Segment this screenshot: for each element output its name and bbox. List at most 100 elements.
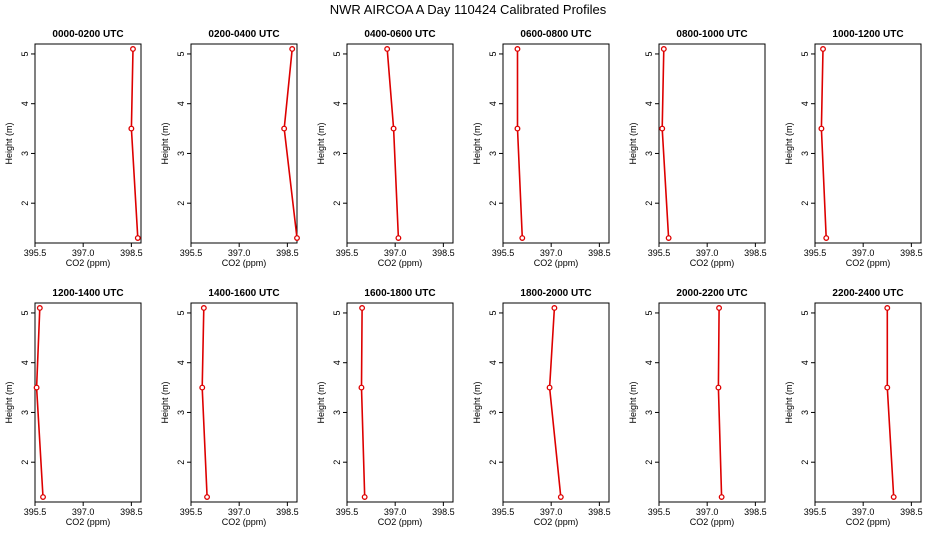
x-axis-label: CO2 (ppm) xyxy=(846,258,891,268)
x-tick-label: 397.0 xyxy=(852,248,875,258)
panel-6: 1000-1200 UTC 395.5 397.0 398.5 2 3 4 5 CO2 (ppm… xyxy=(784,29,923,268)
profile-line xyxy=(283,48,298,239)
y-tick-label: 2 xyxy=(20,201,30,206)
x-tick-label: 395.5 xyxy=(180,248,203,258)
y-axis-label: Height (m) xyxy=(316,381,326,423)
y-tick-label: 3 xyxy=(800,410,810,415)
profile-line xyxy=(661,48,670,239)
panel-title: 0400-0600 UTC xyxy=(364,29,435,40)
y-tick-label: 4 xyxy=(332,101,342,106)
profile-point xyxy=(660,46,667,52)
panel-title: 1000-1200 UTC xyxy=(832,29,903,40)
x-tick-label: 395.5 xyxy=(492,248,515,258)
x-tick-label: 398.5 xyxy=(276,507,299,517)
y-tick-label: 2 xyxy=(800,460,810,465)
y-tick-label: 5 xyxy=(20,51,30,56)
y-axis-label: Height (m) xyxy=(472,381,482,423)
profile-point xyxy=(884,384,891,391)
x-tick-label: 395.5 xyxy=(648,507,671,517)
profile-point xyxy=(884,305,891,311)
x-tick-label: 398.5 xyxy=(900,248,923,258)
profile-line xyxy=(516,49,524,239)
panel-title: 0200-0400 UTC xyxy=(208,29,279,40)
y-tick-label: 2 xyxy=(800,201,810,206)
x-tick-label: 397.0 xyxy=(384,507,407,517)
profile-point xyxy=(557,494,564,500)
y-tick-label: 4 xyxy=(332,360,342,365)
panel-12: 2200-2400 UTC 395.5 397.0 398.5 2 3 4 5 CO2 (ppm… xyxy=(784,288,923,527)
panel-title: 1400-1600 UTC xyxy=(208,288,279,299)
y-axis-label: Height (m) xyxy=(4,381,14,423)
x-axis-label: CO2 (ppm) xyxy=(534,517,579,527)
plot-frame xyxy=(190,43,298,244)
panel-7: 1200-1400 UTC 395.5 397.0 398.5 2 3 4 5 CO2 (ppm… xyxy=(4,288,143,527)
y-tick-label: 4 xyxy=(800,360,810,365)
profile-point xyxy=(199,384,206,391)
y-tick-label: 2 xyxy=(488,460,498,465)
x-tick-label: 398.5 xyxy=(588,248,611,258)
profile-point xyxy=(818,125,825,132)
x-tick-label: 397.0 xyxy=(72,507,95,517)
x-tick-label: 397.0 xyxy=(852,507,875,517)
x-tick-label: 395.5 xyxy=(804,248,827,258)
y-axis-label: Height (m) xyxy=(472,122,482,164)
plot-frame xyxy=(346,302,454,503)
x-tick-label: 398.5 xyxy=(744,507,767,517)
panel-2: 0200-0400 UTC 395.5 397.0 398.5 2 3 4 5 CO2 (ppm… xyxy=(160,29,300,268)
profile-point xyxy=(716,305,723,311)
profile-line xyxy=(820,48,827,239)
profile-line xyxy=(130,48,139,239)
y-tick-label: 2 xyxy=(332,201,342,206)
profile-point xyxy=(665,235,672,241)
profile-point xyxy=(281,125,288,132)
x-tick-label: 395.5 xyxy=(24,507,47,517)
profile-point xyxy=(359,305,366,311)
panel-11: 2000-2200 UTC 395.5 397.0 398.5 2 3 4 5 CO2 (ppm… xyxy=(628,288,767,527)
profile-point xyxy=(33,384,40,391)
y-tick-label: 2 xyxy=(488,201,498,206)
profile-point xyxy=(715,384,722,391)
profile-point xyxy=(519,235,526,241)
x-tick-label: 397.0 xyxy=(696,507,719,517)
y-tick-label: 2 xyxy=(176,460,186,465)
profile-point xyxy=(384,46,391,52)
x-tick-label: 397.0 xyxy=(72,248,95,258)
y-axis-label: Height (m) xyxy=(784,122,794,164)
profile-point xyxy=(361,494,368,500)
x-axis-label: CO2 (ppm) xyxy=(222,517,267,527)
plot-frame xyxy=(502,43,610,244)
panel-title: 2000-2200 UTC xyxy=(676,288,747,299)
y-tick-label: 5 xyxy=(644,310,654,315)
y-tick-label: 2 xyxy=(332,460,342,465)
x-tick-label: 397.0 xyxy=(228,248,251,258)
x-tick-label: 398.5 xyxy=(900,507,923,517)
x-tick-label: 397.0 xyxy=(540,248,563,258)
y-tick-label: 3 xyxy=(176,151,186,156)
y-tick-label: 5 xyxy=(20,310,30,315)
profile-point xyxy=(204,494,211,500)
y-tick-label: 5 xyxy=(488,51,498,56)
profile-point xyxy=(128,125,135,132)
x-axis-label: CO2 (ppm) xyxy=(534,258,579,268)
x-tick-label: 397.0 xyxy=(540,507,563,517)
y-tick-label: 4 xyxy=(20,101,30,106)
profile-point xyxy=(40,494,46,500)
panel-title: 0800-1000 UTC xyxy=(676,29,747,40)
y-tick-label: 3 xyxy=(20,410,30,415)
y-tick-label: 5 xyxy=(332,310,342,315)
figure-title: NWR AIRCOA A Day 110424 Calibrated Profi… xyxy=(330,2,607,17)
profile-point xyxy=(294,235,300,241)
y-tick-label: 4 xyxy=(800,101,810,106)
profile-point xyxy=(546,384,553,391)
panel-4: 0600-0800 UTC 395.5 397.0 398.5 2 3 4 5 CO2 (ppm… xyxy=(472,29,611,268)
y-tick-label: 2 xyxy=(20,460,30,465)
plot-frame xyxy=(502,302,610,503)
panel-title: 1200-1400 UTC xyxy=(52,288,123,299)
plot-frame xyxy=(34,43,142,244)
panel-title: 0600-0800 UTC xyxy=(520,29,591,40)
y-tick-label: 2 xyxy=(644,460,654,465)
y-tick-label: 3 xyxy=(488,151,498,156)
y-axis-label: Height (m) xyxy=(160,122,170,164)
y-axis-label: Height (m) xyxy=(784,381,794,423)
panel-title: 1600-1800 UTC xyxy=(364,288,435,299)
